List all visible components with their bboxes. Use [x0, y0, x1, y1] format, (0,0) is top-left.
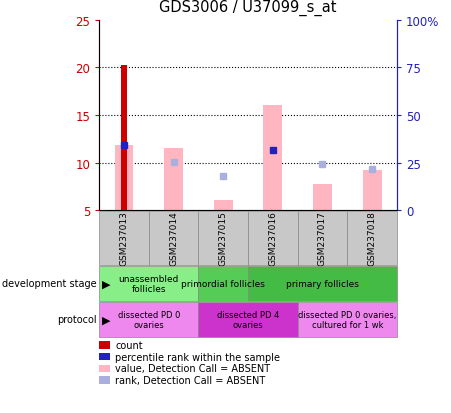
Text: dissected PD 0
ovaries: dissected PD 0 ovaries: [118, 310, 180, 329]
Bar: [99, 211, 149, 265]
Bar: [121, 66, 127, 211]
Bar: [99, 266, 198, 301]
Bar: [298, 302, 397, 337]
Text: primordial follicles: primordial follicles: [181, 279, 265, 288]
Text: ▶: ▶: [101, 278, 110, 289]
Bar: [164, 149, 183, 211]
Text: GSM237014: GSM237014: [169, 211, 178, 266]
Text: GDS3006 / U37099_s_at: GDS3006 / U37099_s_at: [159, 0, 337, 16]
Text: development stage: development stage: [2, 278, 97, 289]
Bar: [115, 146, 133, 211]
Bar: [149, 211, 198, 265]
Text: primary follicles: primary follicles: [286, 279, 359, 288]
Text: GSM237015: GSM237015: [219, 211, 228, 266]
Text: unassembled
follicles: unassembled follicles: [119, 274, 179, 293]
Bar: [198, 211, 248, 265]
Text: GSM237013: GSM237013: [120, 211, 129, 266]
Text: dissected PD 4
ovaries: dissected PD 4 ovaries: [217, 310, 279, 329]
Bar: [248, 266, 397, 301]
Bar: [99, 302, 198, 337]
Text: value, Detection Call = ABSENT: value, Detection Call = ABSENT: [115, 363, 270, 373]
Bar: [347, 211, 397, 265]
Bar: [198, 302, 298, 337]
Text: GSM237017: GSM237017: [318, 211, 327, 266]
Text: GSM237016: GSM237016: [268, 211, 277, 266]
Text: count: count: [115, 340, 143, 350]
Bar: [214, 200, 233, 211]
Bar: [298, 211, 347, 265]
Text: protocol: protocol: [57, 314, 97, 325]
Text: rank, Detection Call = ABSENT: rank, Detection Call = ABSENT: [115, 375, 265, 385]
Bar: [263, 106, 282, 211]
Text: percentile rank within the sample: percentile rank within the sample: [115, 352, 280, 362]
Text: GSM237018: GSM237018: [368, 211, 377, 266]
Bar: [198, 266, 248, 301]
Bar: [363, 171, 382, 211]
Bar: [248, 211, 298, 265]
Text: dissected PD 0 ovaries,
cultured for 1 wk: dissected PD 0 ovaries, cultured for 1 w…: [298, 310, 396, 329]
Bar: [313, 185, 332, 211]
Text: ▶: ▶: [101, 314, 110, 325]
